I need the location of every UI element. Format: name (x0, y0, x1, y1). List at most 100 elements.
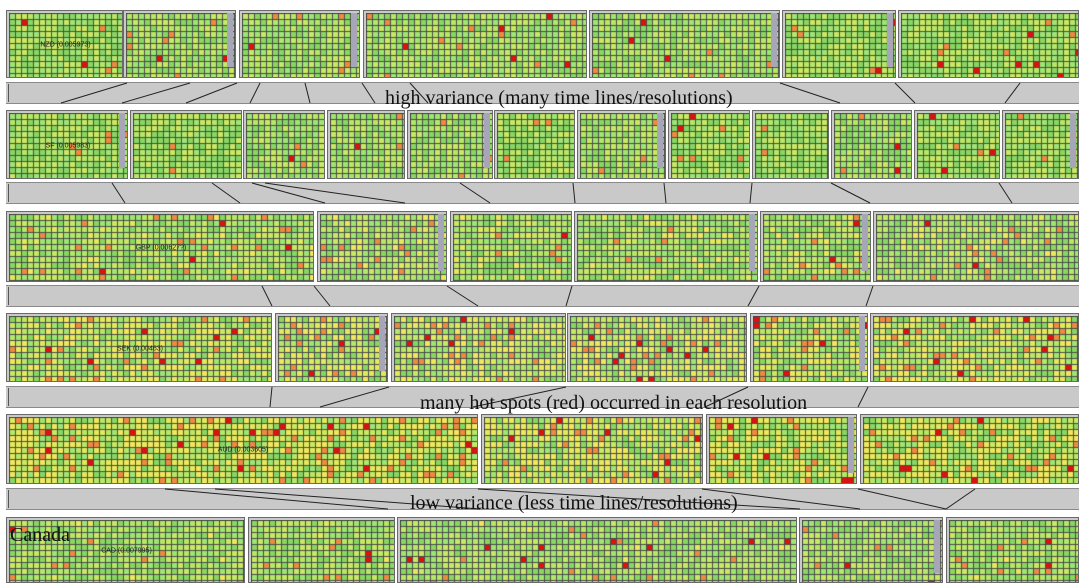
resolution-panel (914, 110, 1000, 179)
scroll-stripe (771, 13, 777, 67)
pixel-grid (410, 113, 492, 178)
resolution-panel (407, 110, 493, 179)
pixel-grid (394, 316, 565, 381)
pixel-grid (497, 113, 574, 178)
pixel-grid (753, 316, 867, 381)
pixel-grid (9, 520, 244, 582)
band-tick (8, 287, 9, 305)
resolution-panel (239, 10, 360, 78)
pixel-grid (133, 113, 241, 178)
resolution-panel (130, 110, 242, 179)
resolution-panel (481, 414, 703, 484)
resolution-panel (317, 211, 447, 282)
connector-band (6, 285, 1079, 307)
pixel-grid (755, 113, 828, 178)
currency-label: NZD (0.005973) (40, 41, 91, 49)
pixel-grid (278, 316, 387, 381)
connector-band (6, 182, 1079, 204)
band-tick (8, 490, 9, 508)
pixel-grid (863, 417, 1078, 483)
resolution-panel (450, 211, 572, 282)
pixel-grid (9, 214, 313, 281)
resolution-panel (706, 414, 857, 484)
resolution-panel (799, 517, 943, 583)
band-tick (8, 184, 9, 202)
resolution-panel (363, 10, 587, 78)
resolution-panel (574, 211, 758, 282)
resolution-panel: SEK (0.00463) (6, 313, 272, 382)
resolution-panel: AUD (0.003605) (6, 414, 478, 484)
pixel-grid (251, 520, 394, 582)
currency-label: CAD (0.007995) (101, 547, 152, 555)
resolution-panel (397, 517, 797, 583)
scroll-stripe (862, 214, 868, 271)
currency-label: GBP (0.00627?) (135, 244, 187, 251)
resolution-panel (567, 313, 747, 382)
resolution-panel (873, 211, 1079, 282)
pixel-grid (484, 417, 702, 483)
resolution-panel: SF (0.005983) (6, 110, 128, 179)
scroll-stripe (859, 316, 865, 371)
pixel-grid (873, 316, 1078, 381)
country-label: Canada (10, 524, 70, 546)
pixel-grid (9, 417, 477, 483)
resolution-panel (275, 313, 388, 382)
scroll-stripe (119, 113, 125, 168)
pixel-grid (9, 316, 271, 381)
pixel-grid (901, 13, 1078, 77)
pixel-grid (400, 520, 796, 582)
pixel-grid (570, 316, 746, 381)
band-tick (8, 388, 9, 406)
annotation-high-variance: high variance (many time lines/resolutio… (385, 87, 733, 109)
pixel-grid (1005, 113, 1078, 178)
pixel-grid (592, 13, 779, 77)
resolution-panel (898, 10, 1079, 78)
currency-label: SF (0.005983) (45, 142, 91, 149)
resolution-panel (782, 10, 896, 78)
band-tick (8, 84, 9, 102)
scroll-stripe (657, 113, 663, 168)
scroll-stripe (351, 13, 357, 67)
pixel-grid (802, 520, 942, 582)
pixel-grid (9, 13, 122, 77)
resolution-panel (1002, 110, 1079, 179)
pixel-grid (126, 13, 235, 77)
resolution-panel (577, 110, 666, 179)
resolution-panel: CAD (0.007995) (6, 517, 245, 583)
annotation-low-variance: low variance (less time lines/resolution… (410, 492, 738, 514)
pixel-grid (834, 113, 911, 178)
resolution-panel: NZD (0.005973) (6, 10, 123, 78)
resolution-panel (750, 313, 868, 382)
pixel-grid (671, 113, 749, 178)
pixel-grid (876, 214, 1078, 281)
currency-label: AUD (0.003605) (217, 446, 269, 454)
scroll-stripe (848, 417, 854, 473)
pixel-grid (242, 13, 359, 77)
scroll-stripe (749, 214, 755, 271)
scroll-stripe (379, 316, 385, 371)
resolution-panel (760, 211, 871, 282)
pixel-grid (580, 113, 665, 178)
pixel-grid (709, 417, 856, 483)
scroll-stripe (887, 13, 893, 67)
pixel-grid (949, 520, 1078, 582)
pixel-grid (453, 214, 571, 281)
scroll-stripe (934, 520, 940, 573)
pixel-grid (9, 113, 127, 178)
pixel-grid (246, 113, 324, 178)
pixel-grid (917, 113, 999, 178)
pixel-grid (785, 13, 895, 77)
resolution-panel (327, 110, 405, 179)
pixel-grid (577, 214, 757, 281)
scroll-stripe (1070, 113, 1076, 168)
resolution-panel (123, 10, 236, 78)
currency-label: SEK (0.00463) (117, 345, 163, 352)
scroll-stripe (438, 214, 444, 271)
scroll-stripe (227, 13, 233, 67)
pixel-grid (763, 214, 870, 281)
resolution-panel (391, 313, 566, 382)
resolution-panel (946, 517, 1079, 583)
resolution-panel (248, 517, 395, 583)
resolution-panel (494, 110, 575, 179)
